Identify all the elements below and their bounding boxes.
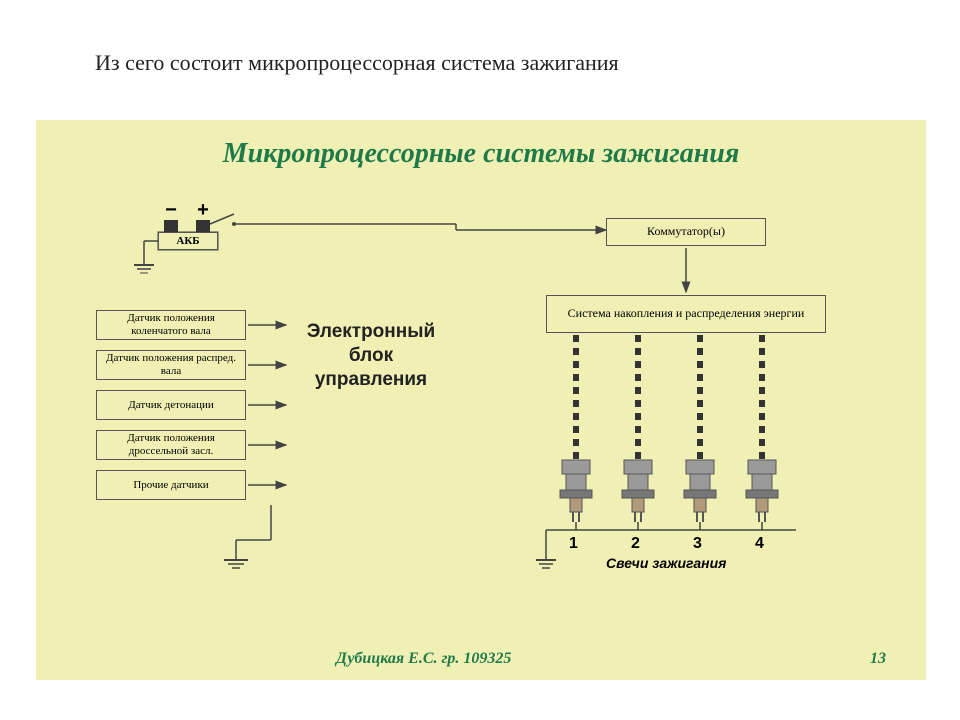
sensor-box-5: Прочие датчики: [96, 470, 246, 500]
plugs-label: Свечи зажигания: [606, 555, 726, 571]
plug-number-3: 3: [693, 535, 702, 553]
sensor-ground: [224, 505, 271, 568]
sensor-box-2: Датчик положения распред. вала: [96, 350, 246, 380]
plug-number-2: 2: [631, 535, 640, 553]
plug-number-4: 4: [755, 535, 764, 553]
battery-label: АКБ: [158, 232, 218, 250]
sensor-box-3: Датчик детонации: [96, 390, 246, 420]
footer-page-number: 13: [870, 650, 886, 668]
energy-box: Система накопления и распределения энерг…: [546, 295, 826, 333]
plug-number-1: 1: [569, 535, 578, 553]
sensor-box-1: Датчик положения коленчатого вала: [96, 310, 246, 340]
sensor-box-4: Датчик положения дроссельной засл.: [96, 430, 246, 460]
sensor-arrows: [248, 325, 286, 485]
svg-text:+: +: [197, 199, 209, 221]
ecu-label: Электронный блок управления: [296, 320, 446, 391]
slide-panel: Микропроцессорные системы зажигания − +: [36, 120, 926, 680]
svg-text:−: −: [165, 199, 177, 221]
footer-author: Дубицкая Е.С. гр. 109325: [336, 650, 511, 668]
coil-wires: [576, 335, 762, 460]
commutator-box: Коммутатор(ы): [606, 218, 766, 246]
page-title: Из сего состоит микропроцессорная систем…: [95, 50, 619, 76]
spark-plugs: [560, 460, 778, 522]
